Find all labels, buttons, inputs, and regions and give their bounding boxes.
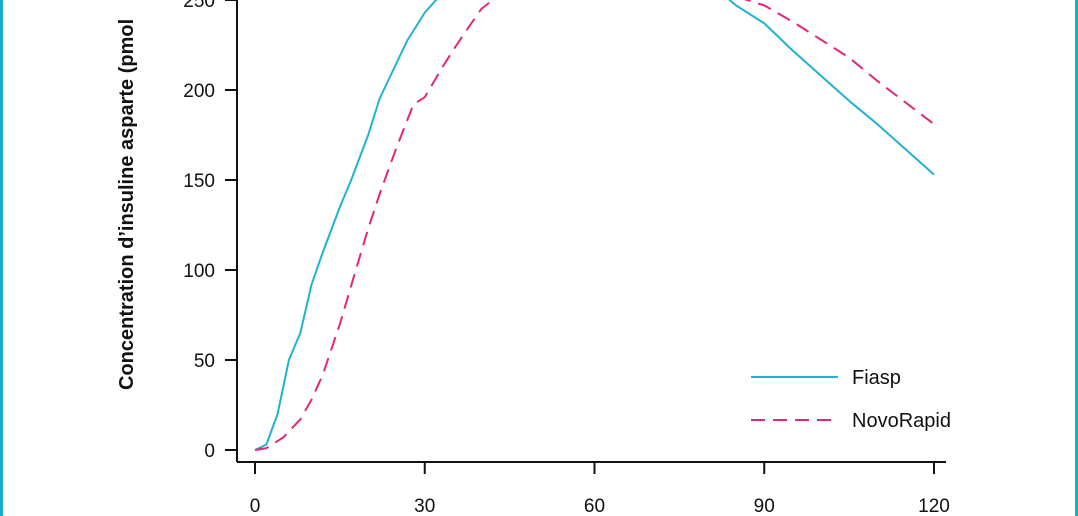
y-tick-label: 0 [204, 441, 215, 462]
x-tick-label: 60 [584, 496, 605, 516]
x-tick-label: 120 [918, 496, 950, 516]
chart-legend: Fiasp NovoRapid [751, 367, 951, 432]
frame-border-right [1075, 0, 1078, 516]
x-tick-label: 90 [754, 496, 775, 516]
y-tick-label: 100 [183, 261, 215, 282]
chart-series [254, 0, 935, 451]
x-tick-label: 0 [250, 496, 261, 516]
y-tick-label: 200 [183, 81, 215, 102]
y-tick-label: 250 [183, 0, 215, 12]
legend-label-fiasp: Fiasp [852, 367, 901, 389]
y-axis-label: Concentration d’insuline asparte (pmol [116, 19, 138, 390]
x-tick-label: 30 [414, 496, 435, 516]
series-line-fiasp [254, 0, 935, 451]
legend-label-novorapid: NovoRapid [852, 410, 951, 432]
series-line-novorapid [254, 0, 935, 451]
frame-border-left [0, 0, 3, 516]
y-tick-label: 150 [183, 171, 215, 192]
y-tick-label: 50 [194, 351, 215, 372]
chart-axes: 0 50 100 150 200 250 0 30 60 90 120 [183, 0, 950, 516]
